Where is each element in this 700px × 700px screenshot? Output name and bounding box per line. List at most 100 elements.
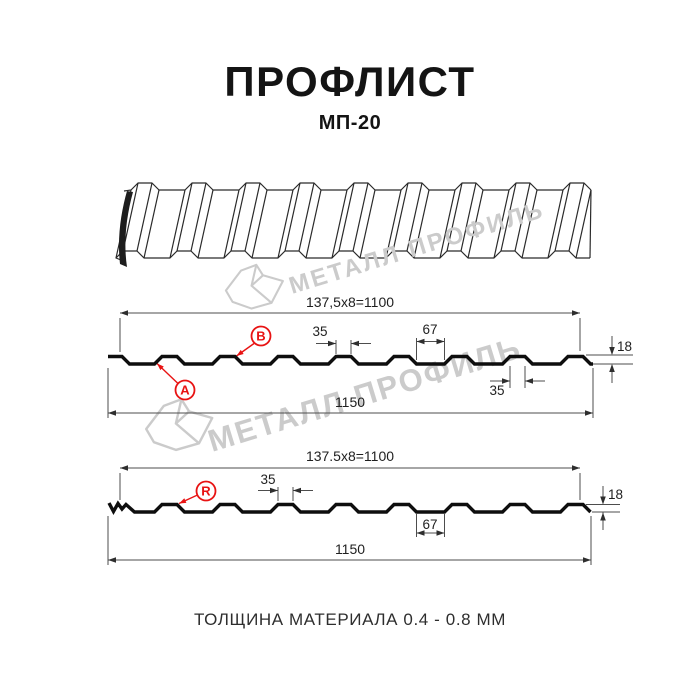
dimension-valley-width: 67 <box>422 322 437 337</box>
dimension-profile-height: 18 <box>617 339 632 354</box>
dimension-lines <box>107 310 633 418</box>
page-title: ПРОФЛИСТ <box>224 58 476 105</box>
watermark-logo-outline <box>144 398 214 452</box>
rib-edge-line <box>331 189 348 259</box>
rib-edge-line <box>284 182 301 252</box>
callout-r: R <box>195 480 217 502</box>
rib-edge-line <box>305 189 322 259</box>
dimension-arrowhead <box>436 530 445 536</box>
dimension-arrowhead <box>120 310 128 316</box>
cross-section-upper: 137,5x8=1100 1150 35 67 18 35 B A <box>107 294 633 418</box>
callout-r-label: R <box>201 484 211 499</box>
rib-edge-line <box>406 182 423 252</box>
callout-b: B <box>250 325 272 347</box>
rib-edge-line <box>230 182 247 252</box>
rib-edge-line <box>500 182 517 252</box>
rib-edge-line <box>413 189 430 259</box>
dimension-arrowhead <box>293 487 301 494</box>
rib-edge-line <box>197 189 214 259</box>
watermark-logo <box>144 398 214 452</box>
rib-edge-line <box>392 182 409 252</box>
callout-a: A <box>174 379 196 401</box>
callout-leader-arrowhead <box>179 498 187 504</box>
dimension-arrowhead <box>270 487 278 494</box>
watermark-logo <box>224 263 284 310</box>
material-thickness-caption: ТОЛЩИНА МАТЕРИАЛА 0.4 - 0.8 ММ <box>193 610 507 629</box>
profile-outline <box>108 354 593 366</box>
rib-edge-line <box>467 189 484 259</box>
profile-3d-view <box>115 182 592 267</box>
rib-edge-line <box>352 182 369 252</box>
page-subtitle: МП-20 <box>318 112 382 134</box>
dimension-coverage-width: 137,5x8=1100 <box>306 294 394 310</box>
dimension-arrowhead <box>609 364 615 372</box>
sheet-cut-edge <box>118 191 133 267</box>
dimension-lines <box>107 465 620 565</box>
rib-edge-line <box>143 189 160 259</box>
rib-edge-line <box>251 189 268 259</box>
dimension-arrowhead <box>572 465 580 471</box>
rib-edge-line <box>547 189 564 259</box>
rib-edge-line <box>446 182 463 252</box>
rib-edge-line <box>514 182 531 252</box>
rib-edge-line <box>521 189 538 259</box>
dimension-arrowhead <box>416 530 425 536</box>
dimension-crest-width: 35 <box>312 324 327 339</box>
callout-b-label: B <box>256 329 265 344</box>
rib-edge-line <box>223 189 240 259</box>
rib-edge-line <box>439 189 456 259</box>
rib-edge-line <box>338 182 355 252</box>
dimension-crest-width: 35 <box>260 472 275 487</box>
dimension-arrowhead <box>351 340 359 347</box>
sheet-right-edge <box>589 189 592 259</box>
watermark-logo-outline <box>224 263 284 310</box>
rib-edge-line <box>122 182 139 252</box>
rib-edge-line <box>554 182 571 252</box>
callout-leader-arrowhead <box>157 363 164 371</box>
rib-edge-line <box>575 189 592 259</box>
rib-edge-line <box>359 189 376 259</box>
rib-edge-line <box>568 182 585 252</box>
dimension-arrowhead <box>108 557 116 563</box>
dimension-arrowhead <box>600 512 606 521</box>
rib-edge-line <box>460 182 477 252</box>
rib-edge-line <box>493 189 510 259</box>
dimension-arrowhead <box>583 557 591 563</box>
dimension-overall-width: 1150 <box>335 394 365 410</box>
rib-edge-line <box>169 189 186 259</box>
dimension-arrowhead <box>502 378 510 384</box>
watermark-text: МЕТАЛЛ ПРОФИЛЬ <box>286 196 548 299</box>
rib-edge-line <box>385 189 402 259</box>
dimension-overall-width: 1150 <box>335 541 365 557</box>
callout-leader-arrowhead <box>236 349 244 356</box>
dimension-arrowhead <box>572 310 580 316</box>
watermark-logo-fold <box>250 264 273 304</box>
dimension-profile-height: 18 <box>608 487 623 502</box>
rib-edge-line <box>244 182 261 252</box>
watermark-logo-fold <box>174 399 200 445</box>
dimension-arrowhead <box>609 347 615 355</box>
dimension-arrowhead <box>600 496 606 505</box>
rib-edge-line <box>277 189 294 259</box>
sheet-top-edge <box>123 182 592 192</box>
dimension-valley-width: 67 <box>422 517 437 532</box>
dimension-arrowhead <box>120 465 128 471</box>
dimension-arrowhead <box>436 338 445 345</box>
rib-edge-line <box>176 182 193 252</box>
dimension-arrowhead <box>328 340 336 347</box>
sheet-bottom-edge <box>115 250 590 261</box>
rib-edge-line <box>190 182 207 252</box>
callout-a-label: A <box>180 383 190 398</box>
dimension-coverage-width: 137.5x8=1100 <box>306 448 394 464</box>
cross-section-lower: 137.5x8=1100 1150 35 67 18 R <box>107 448 623 565</box>
dimension-crest-width-bottom: 35 <box>489 383 504 398</box>
dimension-arrowhead <box>525 378 533 384</box>
rib-edge-line <box>298 182 315 252</box>
profile-outline <box>107 500 592 516</box>
dimension-arrowhead <box>416 338 425 345</box>
dimension-arrowhead <box>108 410 116 416</box>
rib-edge-line <box>136 182 153 252</box>
dimension-arrowhead <box>585 410 593 416</box>
